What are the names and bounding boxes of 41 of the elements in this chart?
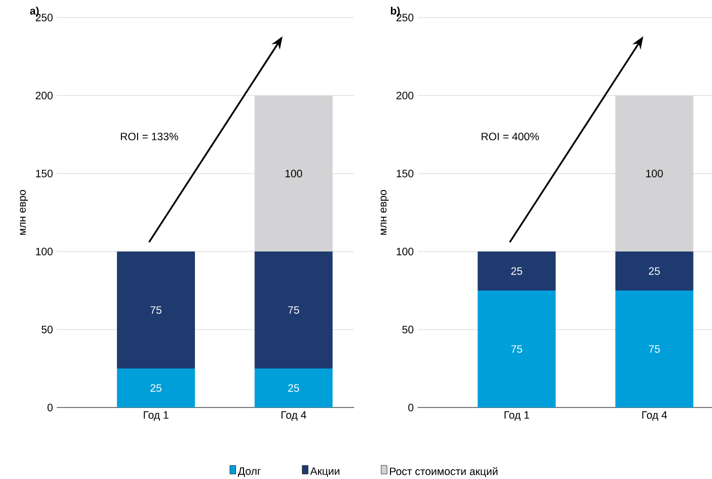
bar <box>116 252 195 369</box>
y-tick-label: 200 <box>36 92 53 100</box>
annotation: ROI = 400% <box>482 132 539 140</box>
annotation: ROI = 133% <box>120 132 178 140</box>
legend-label: Акции <box>310 468 340 478</box>
data-label: 25 <box>150 384 162 392</box>
bar <box>615 252 694 291</box>
bar <box>478 290 556 408</box>
y-tick-label: 150 <box>36 170 53 178</box>
y-tick-label: 0 <box>408 404 414 412</box>
data-label: 75 <box>511 345 522 353</box>
x-tick-label: Год 1 <box>504 411 530 421</box>
data-label: 100 <box>286 170 302 178</box>
y-tick-label: 50 <box>42 326 53 334</box>
y-tick-label: 100 <box>396 248 414 256</box>
y-tick-label: 50 <box>402 326 414 334</box>
y-tick-label: 150 <box>396 170 414 178</box>
legend-label: Долг <box>238 468 261 478</box>
y-axis-title: млн евро <box>380 190 389 235</box>
x-tick-label: Год 4 <box>642 411 667 421</box>
y-axis-title: млн евро <box>20 190 28 235</box>
data-label: 100 <box>646 170 663 178</box>
bar <box>254 96 333 252</box>
data-label: 75 <box>288 306 300 314</box>
data-label: 75 <box>150 306 162 314</box>
y-tick-label: 0 <box>48 404 53 412</box>
legend-label: Рост стоимости акций <box>390 467 498 478</box>
bar <box>615 290 694 408</box>
y-tick-label: 100 <box>36 248 53 256</box>
bar <box>615 96 694 252</box>
x-tick-label: Год 1 <box>144 411 168 421</box>
y-tick-label: 200 <box>396 92 414 100</box>
bar <box>116 368 195 408</box>
bar <box>478 252 556 291</box>
data-label: 25 <box>511 267 522 275</box>
x-tick-label: Год 4 <box>282 411 306 421</box>
data-label: 25 <box>648 267 660 275</box>
bar <box>254 368 333 408</box>
data-label: 25 <box>288 384 300 392</box>
bar <box>254 252 333 369</box>
data-label: 75 <box>648 345 660 353</box>
